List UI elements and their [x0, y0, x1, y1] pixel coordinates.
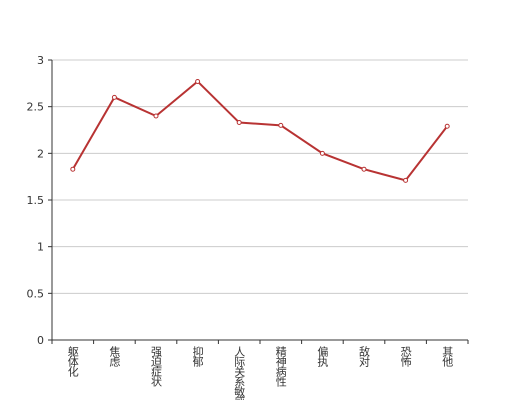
- y-tick-label: 2: [37, 147, 44, 160]
- point: [361, 166, 367, 172]
- point: [403, 177, 409, 183]
- point: [153, 113, 159, 119]
- x-tick-label: 精神病性: [274, 346, 287, 388]
- x-tick-label: 躯体化: [66, 346, 79, 378]
- line: [71, 80, 448, 182]
- point: [319, 150, 325, 156]
- y-tick-label: 1: [37, 241, 44, 254]
- y-tick-label: 3: [37, 54, 44, 67]
- point: [111, 94, 117, 100]
- x-tick-label: 抑郁: [191, 345, 204, 367]
- y-tick-label: 2.5: [27, 101, 45, 114]
- x-tick-label: 强迫症状: [150, 346, 163, 387]
- x-tick-label: 焦虑: [108, 346, 121, 367]
- point: [70, 166, 76, 172]
- point: [444, 123, 450, 129]
- y-tick-label: 0.5: [27, 287, 45, 300]
- y-tick-label: 0: [37, 334, 44, 347]
- point: [278, 122, 284, 128]
- x-tick-label: 偏执: [316, 345, 329, 368]
- x-tick-label: 人际关系敏感: [233, 346, 246, 400]
- x-tick-label: 恐怖: [399, 346, 412, 367]
- x-tick-label: 其他: [441, 346, 454, 367]
- x-tick-label: 敌对: [358, 345, 371, 367]
- point: [195, 78, 201, 84]
- y-tick-label: 1.5: [27, 194, 45, 207]
- point: [236, 120, 242, 126]
